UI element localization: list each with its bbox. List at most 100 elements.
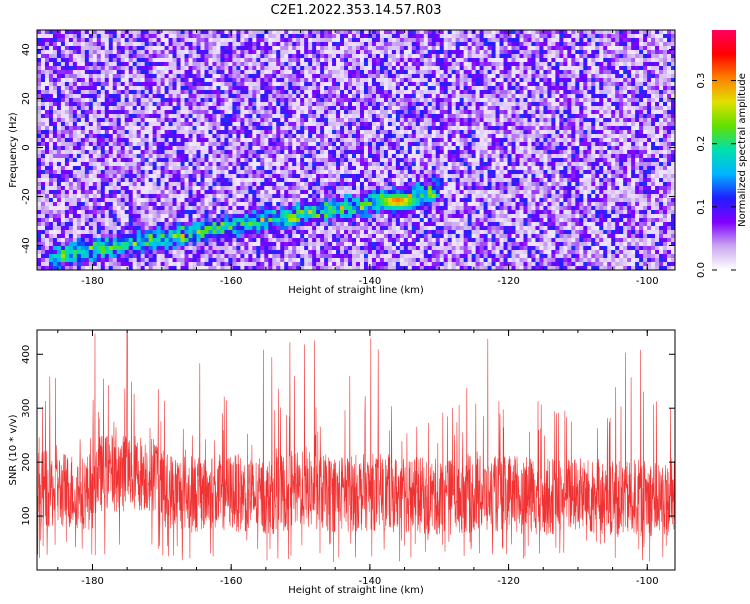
heatmap-cell: [340, 82, 345, 87]
heatmap-cell: [603, 102, 608, 107]
heatmap-cell: [471, 42, 476, 47]
heatmap-cell: [463, 58, 468, 63]
heatmap-cell: [491, 54, 496, 59]
heatmap-cell: [324, 94, 329, 99]
heatmap-cell: [451, 118, 456, 123]
heatmap-cell: [555, 94, 560, 99]
heatmap-cell: [136, 82, 141, 87]
heatmap-cell: [184, 78, 189, 83]
heatmap-cell: [655, 74, 660, 79]
heatmap-cell: [555, 138, 560, 143]
heatmap-cell: [499, 134, 504, 139]
heatmap-cell: [435, 126, 441, 131]
heatmap-cell: [204, 78, 209, 83]
heatmap-cell: [567, 50, 572, 55]
heatmap-cell: [391, 50, 397, 55]
heatmap-cell: [164, 82, 169, 87]
heatmap-cell: [236, 46, 241, 51]
heatmap-cell: [439, 46, 445, 51]
heatmap-cell: [200, 58, 205, 63]
heatmap-cell: [455, 38, 460, 43]
heatmap-cell: [427, 58, 433, 63]
heatmap-cell: [316, 126, 321, 131]
heatmap-cell: [56, 42, 62, 47]
heatmap-cell: [511, 54, 516, 59]
heatmap-cell: [164, 94, 169, 99]
heatmap-cell: [264, 58, 269, 63]
heatmap-cell: [403, 70, 409, 75]
heatmap-cell: [60, 46, 66, 51]
heatmap-cell: [312, 114, 317, 119]
heatmap-cell: [100, 74, 106, 79]
heatmap-cell: [52, 86, 58, 91]
heatmap-cell: [248, 30, 253, 35]
heatmap-cell: [479, 70, 484, 75]
heatmap-cell: [37, 146, 42, 151]
heatmap-cell: [244, 78, 249, 83]
heatmap-cell: [216, 74, 221, 79]
heatmap-cell: [615, 46, 620, 51]
heatmap-cell: [328, 134, 333, 139]
heatmap-cell: [547, 90, 552, 95]
heatmap-cell: [651, 34, 656, 39]
heatmap-cell: [623, 114, 628, 119]
heatmap-cell: [100, 30, 106, 35]
heatmap-cell: [76, 42, 82, 47]
heatmap-cell: [188, 98, 193, 103]
heatmap-cell: [276, 142, 281, 147]
heatmap-cell: [667, 98, 672, 103]
heatmap-cell: [60, 70, 66, 75]
heatmap-cell: [264, 78, 269, 83]
heatmap-cell: [240, 38, 245, 43]
heatmap-cell: [415, 98, 421, 103]
heatmap-cell: [367, 46, 373, 51]
heatmap-cell: [92, 30, 98, 35]
heatmap-cell: [132, 102, 137, 107]
heatmap-cell: [244, 102, 249, 107]
heatmap-cell: [367, 142, 373, 147]
heatmap-cell: [539, 130, 544, 135]
heatmap-cell: [423, 142, 429, 147]
heatmap-cell: [575, 38, 580, 43]
heatmap-cell: [220, 94, 225, 99]
heatmap-cell: [288, 30, 293, 35]
heatmap-cell: [188, 70, 193, 75]
heatmap-cell: [256, 106, 261, 111]
heatmap-cell: [96, 90, 102, 95]
heatmap-cell: [92, 62, 98, 67]
heatmap-cell: [627, 78, 632, 83]
heatmap-cell: [543, 98, 548, 103]
heatmap-cell: [296, 82, 301, 87]
heatmap-cell: [491, 138, 496, 143]
heatmap-cell: [523, 126, 528, 131]
heatmap-cell: [136, 58, 141, 63]
heatmap-cell: [451, 98, 456, 103]
heatmap-cell: [272, 30, 277, 35]
heatmap-cell: [567, 70, 572, 75]
heatmap-cell: [491, 134, 496, 139]
heatmap-cell: [655, 90, 660, 95]
heatmap-cell: [228, 82, 233, 87]
heatmap-cell: [595, 106, 600, 111]
heatmap-cell: [232, 74, 237, 79]
heatmap-cell: [399, 134, 405, 139]
heatmap-cell: [455, 90, 460, 95]
heatmap-cell: [40, 30, 46, 35]
heatmap-cell: [300, 54, 305, 59]
heatmap-cell: [300, 142, 305, 147]
heatmap-cell: [503, 70, 508, 75]
heatmap-cell: [467, 62, 472, 67]
heatmap-cell: [64, 94, 70, 99]
heatmap-cell: [264, 118, 269, 123]
heatmap-cell: [443, 150, 449, 155]
heatmap-cell: [559, 150, 564, 155]
heatmap-cell: [216, 30, 221, 35]
heatmap-cell: [663, 86, 668, 91]
heatmap-cell: [395, 98, 401, 103]
heatmap-cell: [204, 34, 209, 39]
heatmap-cell: [615, 34, 620, 39]
heatmap-cell: [284, 42, 289, 47]
heatmap-cell: [579, 134, 584, 139]
heatmap-cell: [571, 62, 576, 67]
